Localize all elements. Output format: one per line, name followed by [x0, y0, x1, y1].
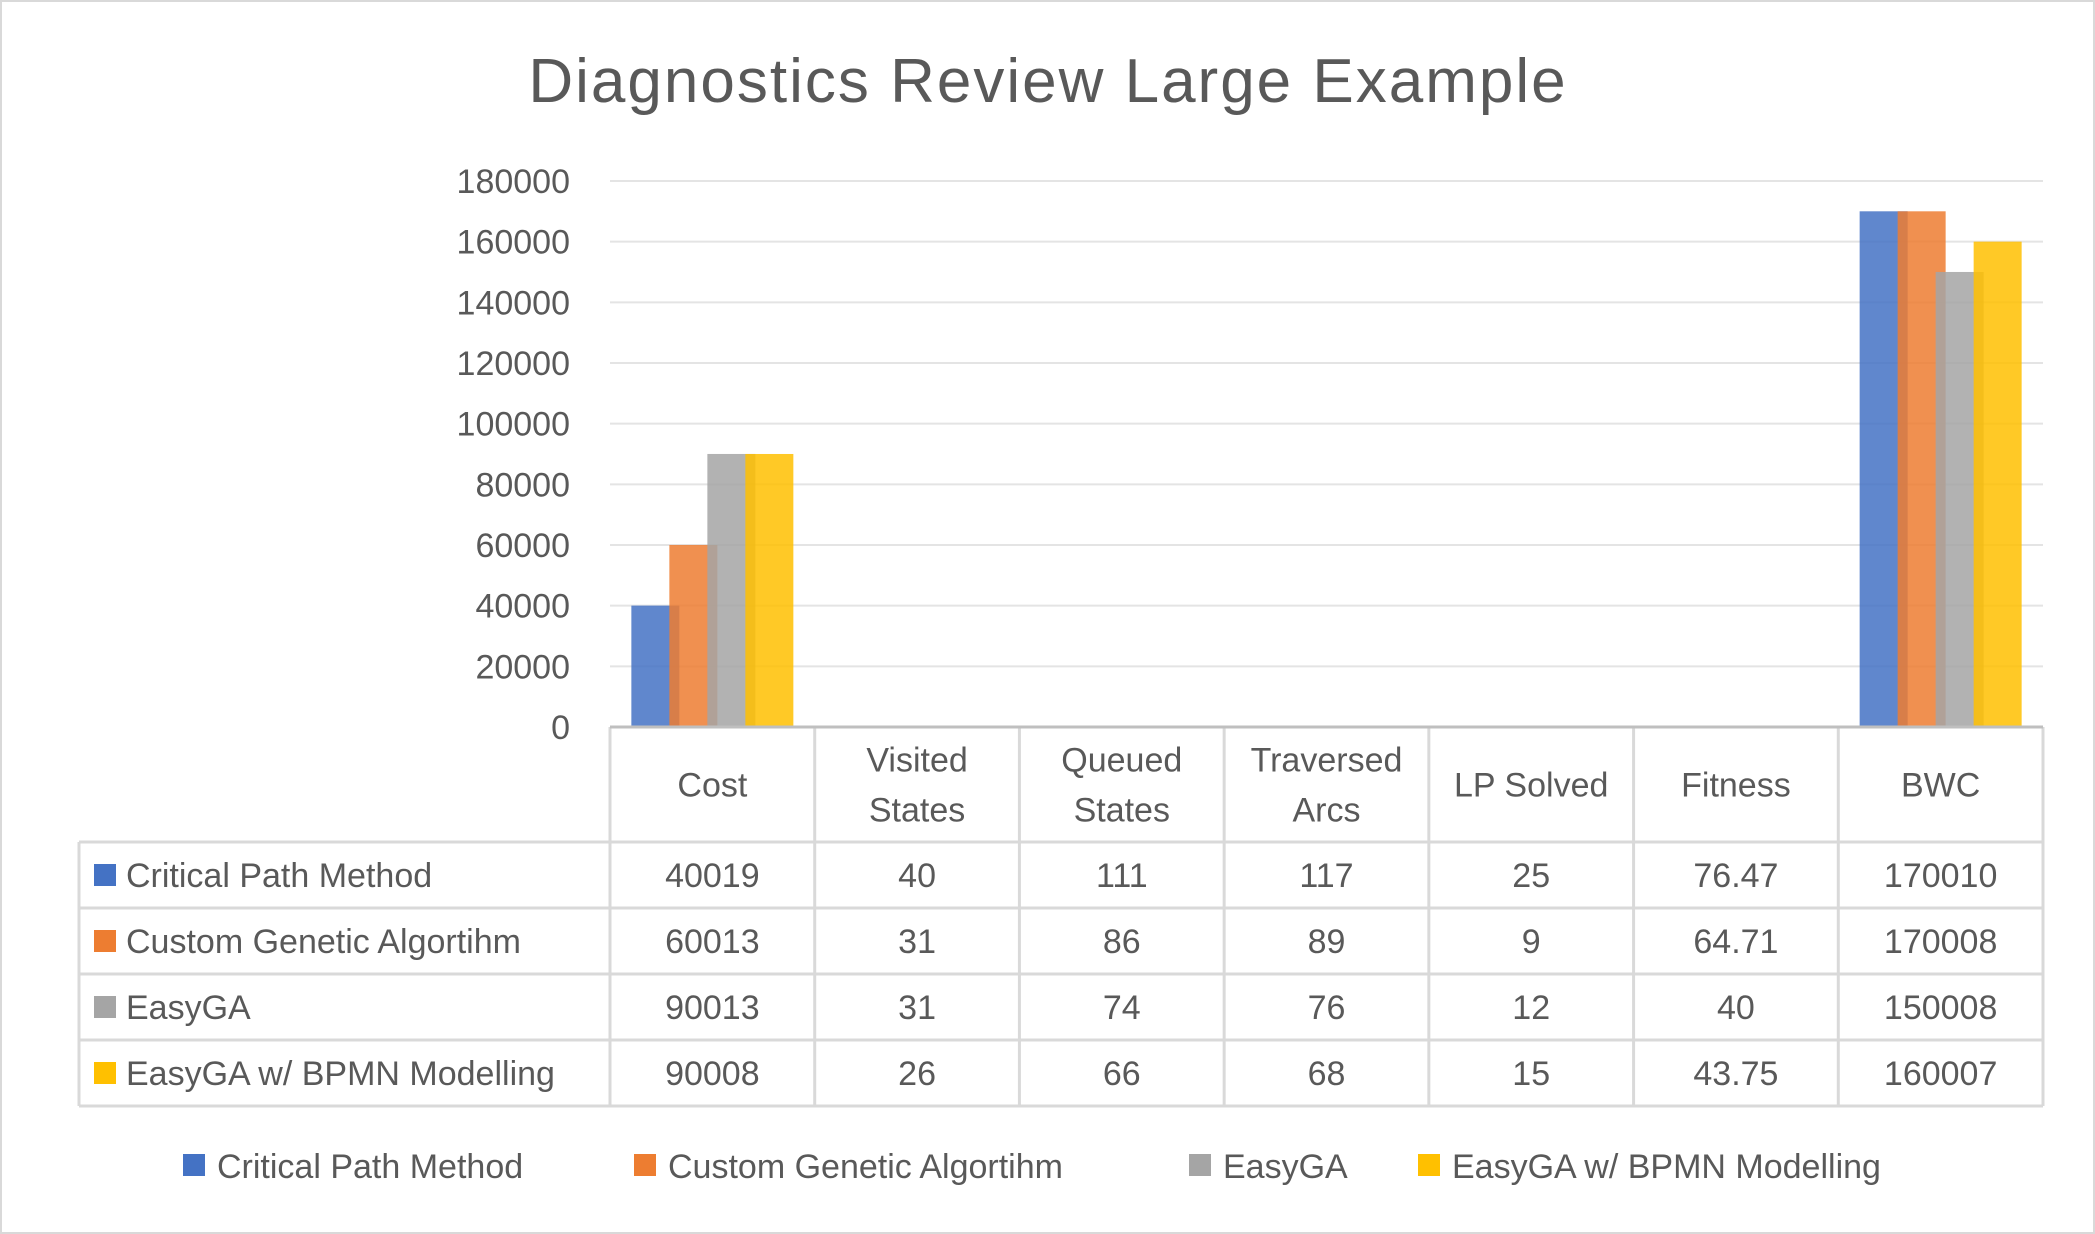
table-cell: 40019 — [665, 857, 760, 895]
x-category-label: Visited States — [866, 742, 967, 830]
y-tick-label: 140000 — [457, 284, 570, 322]
table-cell: 26 — [898, 1055, 936, 1093]
table-cell: 31 — [898, 923, 936, 961]
table-cell: 74 — [1103, 989, 1141, 1027]
data-table: Cost Visited States Queued States Traversed Ar… — [77, 725, 2045, 1108]
legend-label: Custom Genetic Algortihm — [668, 1148, 1063, 1186]
table-legend-key — [94, 1062, 116, 1084]
x-category-label: LP Solved — [1454, 767, 1608, 805]
y-tick-label: 40000 — [475, 588, 570, 626]
table-cell: 86 — [1103, 923, 1141, 961]
gridlines — [610, 180, 2043, 668]
table-cell: 40 — [898, 857, 936, 895]
table-cell: 15 — [1512, 1055, 1550, 1093]
bar — [745, 453, 794, 727]
table-row-label: EasyGA — [126, 989, 251, 1027]
y-axis: 0 20000 40000 60000 80000 100000 120000 140000 1… — [457, 163, 570, 747]
table-row-label: Custom Genetic Algortihm — [126, 923, 521, 961]
table-cell: 117 — [1299, 857, 1353, 895]
table-legend-key — [94, 864, 116, 886]
table-legend-key — [94, 996, 116, 1018]
table-cell: 12 — [1512, 989, 1550, 1027]
y-tick-label: 0 — [551, 709, 570, 747]
y-tick-label: 20000 — [475, 648, 570, 686]
table-cell: 66 — [1103, 1055, 1141, 1093]
table-cell: 43.75 — [1693, 1055, 1778, 1093]
x-category-label: Traversed Arcs — [1251, 742, 1403, 830]
chart-title: Diagnostics Review Large Example — [528, 47, 1567, 116]
table-cell: 89 — [1308, 923, 1346, 961]
table-cell: 9 — [1522, 923, 1541, 961]
y-tick-label: 80000 — [475, 466, 570, 504]
table-cell: 25 — [1512, 857, 1550, 895]
legend-label: EasyGA — [1223, 1148, 1348, 1186]
y-tick-label: 100000 — [457, 406, 570, 444]
x-category-label: Queued States — [1061, 742, 1182, 830]
y-tick-label: 160000 — [457, 224, 570, 262]
table-cell: 170008 — [1884, 923, 1997, 961]
y-tick-label: 120000 — [457, 345, 570, 383]
legend-label: Critical Path Method — [217, 1148, 523, 1186]
legend-swatch — [1418, 1154, 1440, 1176]
table-legend-key — [94, 930, 116, 952]
table-cell: 76 — [1308, 989, 1346, 1027]
table-cell: 60013 — [665, 923, 760, 961]
table-cell: 111 — [1096, 857, 1148, 895]
y-tick-label: 60000 — [475, 527, 570, 565]
x-category-label: Fitness — [1681, 767, 1791, 805]
table-row-label: Critical Path Method — [126, 857, 432, 895]
legend-label: EasyGA w/ BPMN Modelling — [1452, 1148, 1881, 1186]
bars — [631, 211, 2022, 728]
table-row-label: EasyGA w/ BPMN Modelling — [126, 1055, 555, 1093]
table-cell: 150008 — [1884, 989, 1997, 1027]
x-category-label: BWC — [1901, 767, 1980, 805]
legend-swatch — [634, 1154, 656, 1176]
table-cell: 40 — [1717, 989, 1755, 1027]
table-cell: 76.47 — [1693, 857, 1778, 895]
legend: Critical Path Method Custom Genetic Algor… — [183, 1148, 1881, 1186]
table-cell: 68 — [1308, 1055, 1346, 1093]
table-cell: 160007 — [1884, 1055, 1997, 1093]
table-cell: 90013 — [665, 989, 760, 1027]
legend-swatch — [1189, 1154, 1211, 1176]
y-tick-label: 180000 — [457, 163, 570, 201]
legend-swatch — [183, 1154, 205, 1176]
table-cell: 64.71 — [1693, 923, 1778, 961]
x-category-label: Cost — [677, 767, 747, 805]
table-cell: 170010 — [1884, 857, 1997, 895]
table-cell: 31 — [898, 989, 936, 1027]
bar — [1973, 241, 2022, 727]
table-cell: 90008 — [665, 1055, 760, 1093]
